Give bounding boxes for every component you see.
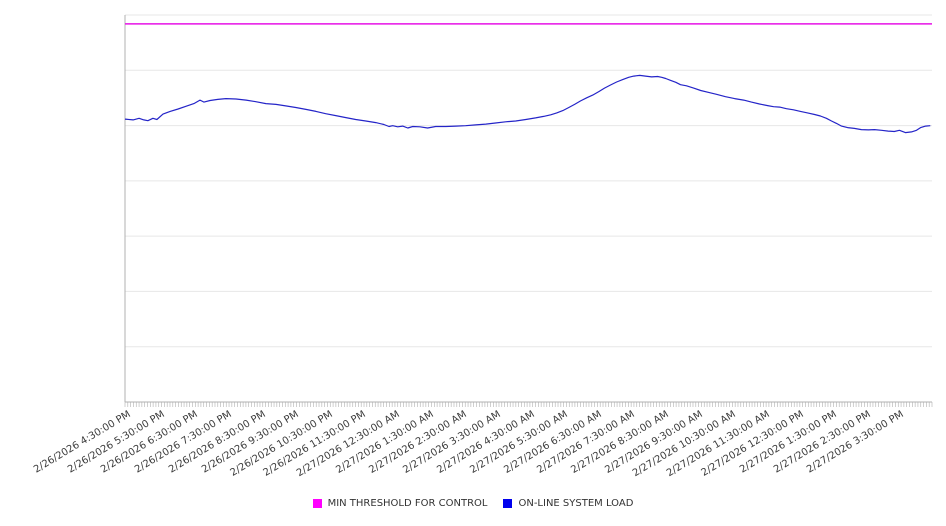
chart-legend: MIN THRESHOLD FOR CONTROL ON-LINE SYSTEM…	[0, 498, 946, 509]
legend-item-min-threshold[interactable]: MIN THRESHOLD FOR CONTROL	[312, 498, 488, 509]
legend-swatch-magenta-icon	[312, 499, 322, 508]
online-system-load-line	[124, 74, 931, 134]
legend-label: MIN THRESHOLD FOR CONTROL	[327, 498, 488, 509]
legend-swatch-blue-icon	[503, 499, 513, 508]
legend-item-online-system-load[interactable]: ON-LINE SYSTEM LOAD	[503, 498, 633, 509]
x-axis-minor-ticks	[124, 402, 933, 407]
legend-label: ON-LINE SYSTEM LOAD	[518, 498, 634, 509]
